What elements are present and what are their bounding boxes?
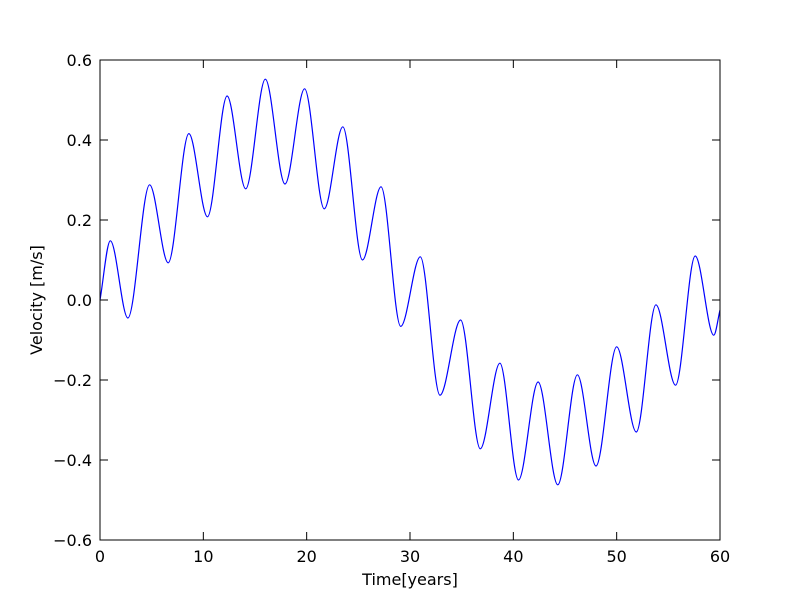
- y-tick-label: 0.6: [67, 51, 92, 70]
- plot-frame: [99, 59, 721, 541]
- y-tick-label: −0.2: [53, 371, 92, 390]
- x-tick-label: 30: [400, 547, 420, 566]
- tick-labels: 0 10 20 30 40 50 60 −0.6 −0.4 −0.2 0.0 0.2 0.4 0.6: [53, 51, 730, 566]
- y-tick-label: 0.2: [67, 211, 92, 230]
- y-tick-label: −0.6: [53, 531, 92, 550]
- y-tick-label: 0.0: [67, 291, 92, 310]
- x-tick-label: 50: [606, 547, 626, 566]
- y-axis-label: Velocity [m/s]: [27, 245, 46, 355]
- x-tick-label: 10: [193, 547, 213, 566]
- series-layer: [99, 78, 721, 486]
- x-tick-label: 60: [710, 547, 730, 566]
- x-tick-label: 20: [296, 547, 316, 566]
- x-tick-label: 0: [95, 547, 105, 566]
- y-tick-label: −0.4: [53, 451, 92, 470]
- x-axis-label: Time[years]: [361, 570, 458, 589]
- velocity-series-line: [99, 78, 721, 486]
- y-tick-label: 0.4: [67, 131, 92, 150]
- x-tick-label: 40: [503, 547, 523, 566]
